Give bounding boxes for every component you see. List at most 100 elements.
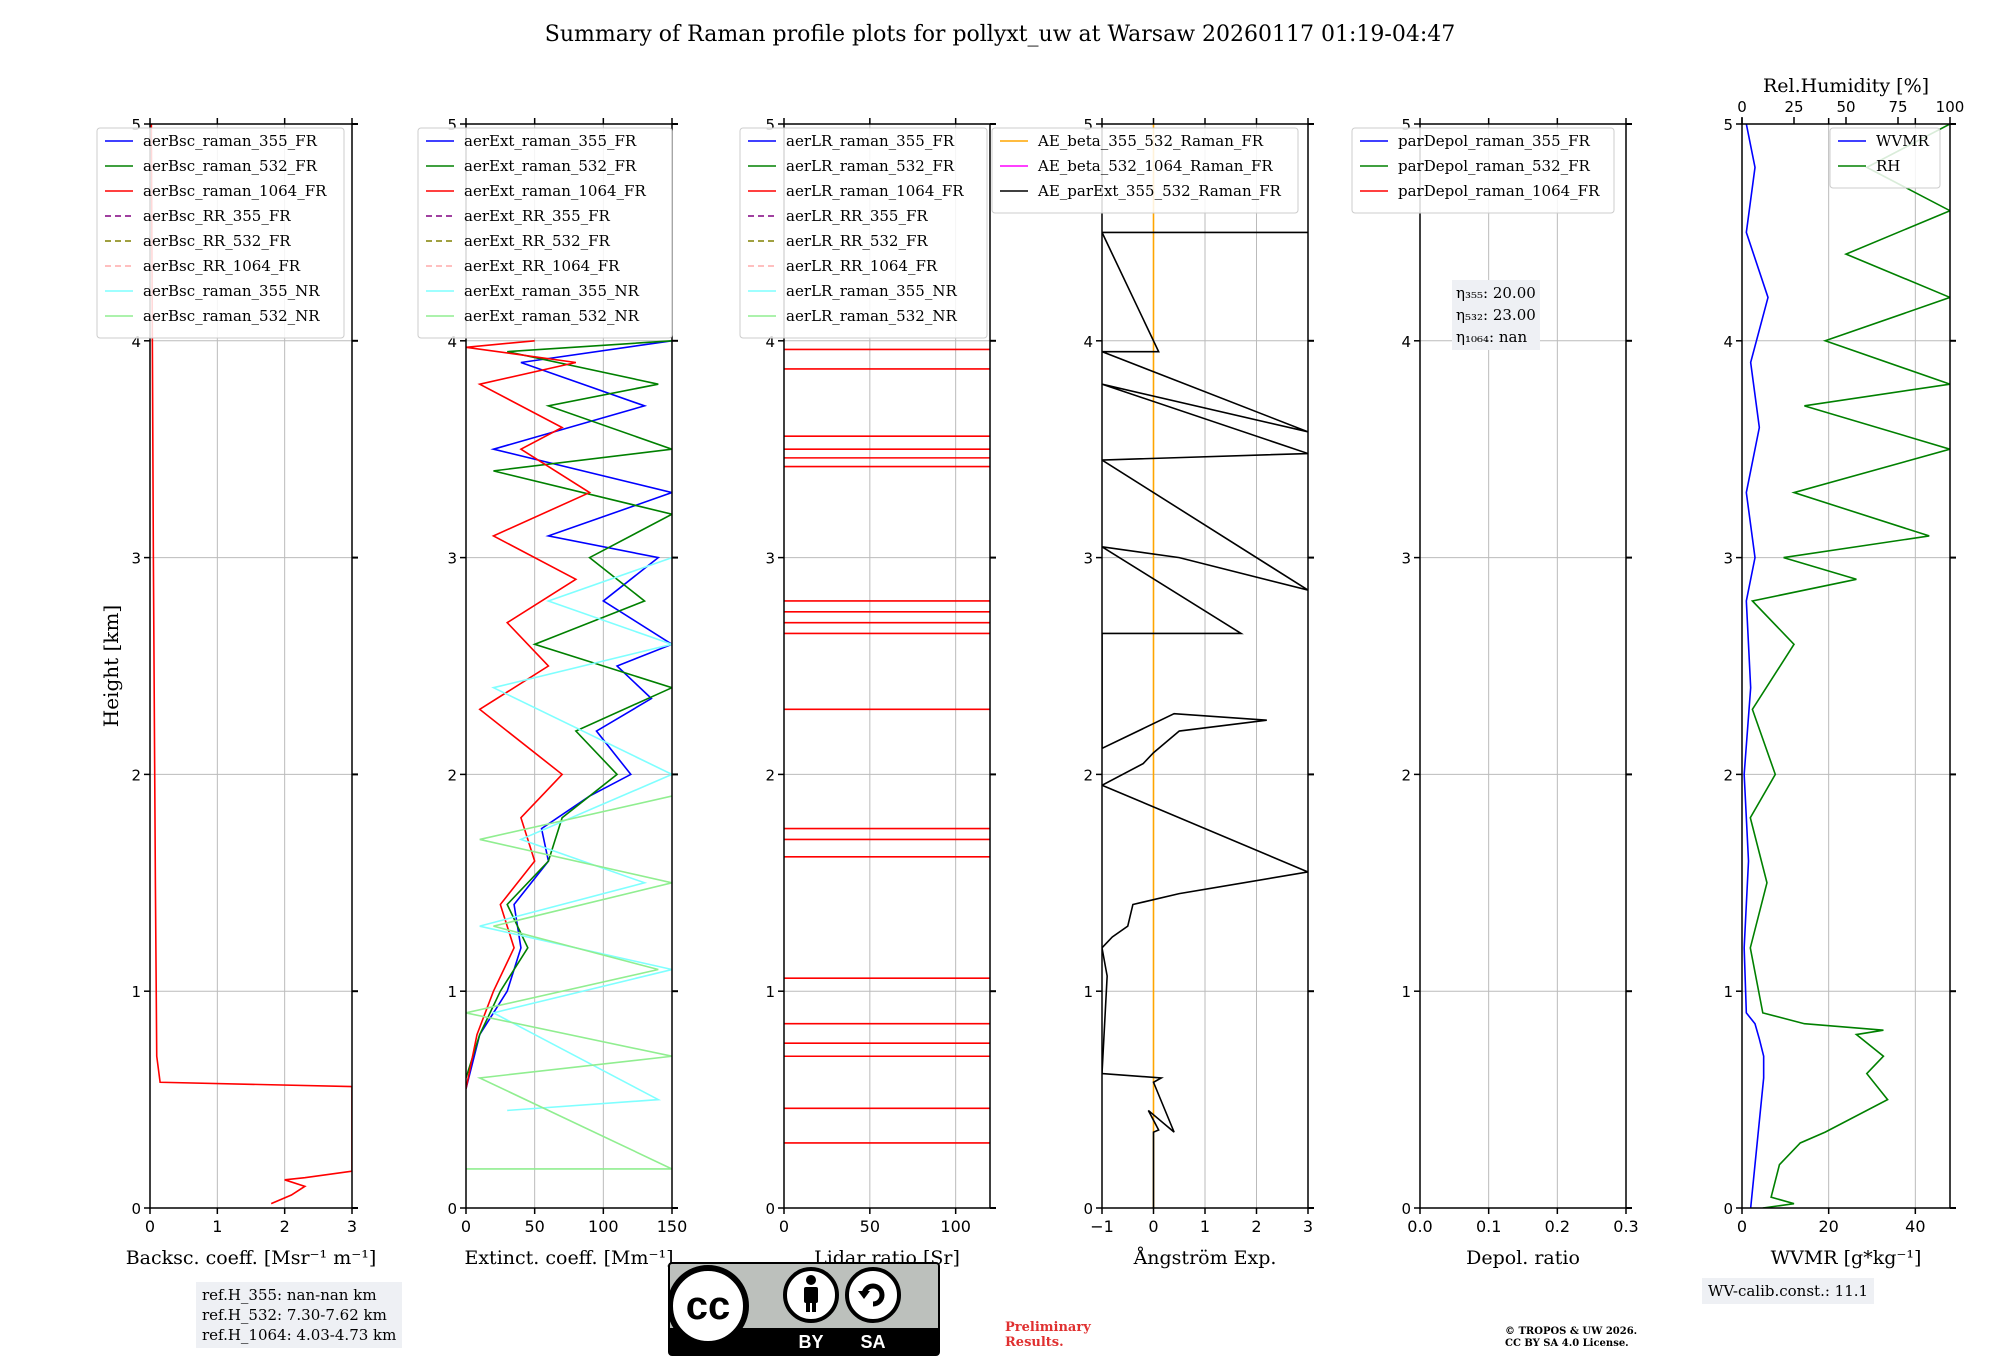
legend-label: AE_beta_355_532_Raman_FR (1037, 132, 1264, 150)
y-tick-label: 1 (1401, 983, 1411, 1001)
x-tick-label: 20 (1818, 1217, 1838, 1236)
y-tick-label: 1 (447, 983, 457, 1001)
y-tick-label: 0 (1401, 1200, 1411, 1218)
x-tick-label: −1 (1090, 1217, 1114, 1236)
legend-label: aerLR_raman_1064_FR (786, 182, 964, 200)
series-line-aerExt_raman_355_NR (479, 556, 672, 1112)
series-group (784, 348, 990, 1144)
legend-box (1351, 127, 1615, 214)
y-tick-label: 4 (447, 333, 457, 351)
x2-tick-label: 75 (1888, 98, 1907, 116)
legend-box (739, 127, 988, 339)
legend-label: aerLR_RR_532_FR (786, 232, 928, 250)
series-line-aerExt_raman_532_NR (466, 795, 672, 1170)
series-group (150, 124, 352, 1205)
series-group (1102, 124, 1308, 1208)
legend-label: aerLR_RR_355_FR (786, 207, 928, 225)
axes-frame (1741, 123, 1951, 1209)
y-tick-label: 5 (131, 116, 141, 134)
eta-355: η₃₅₅: 20.00 (1456, 284, 1536, 302)
y-tick-label: 1 (131, 983, 141, 1001)
x-tick-label: 0.3 (1613, 1217, 1638, 1236)
x-tick-label: 0.2 (1545, 1217, 1570, 1236)
x-tick-label: 40 (1905, 1217, 1925, 1236)
x-tick-label: 1 (1200, 1217, 1210, 1236)
legend-label: WVMR (1876, 132, 1930, 150)
legend: AE_beta_355_532_Raman_FR AE_beta_532_1064… (991, 127, 1299, 214)
legend-label: aerExt_RR_532_FR (464, 232, 611, 250)
y-tick-label: 0 (1723, 1200, 1733, 1218)
y-tick-label: 2 (765, 766, 775, 784)
panel-2: 0 50 100 150 0 1 2 3 4 5 Extinct. coeff. [Mm⁻¹] aer… (417, 116, 688, 1269)
legend-label: aerExt_raman_1064_FR (464, 182, 646, 200)
y-tick-label: 3 (131, 550, 141, 568)
legend: aerLR_raman_355_FR aerLR_raman_532_FR aerL… (739, 127, 988, 339)
y-tick-label: 1 (1723, 983, 1733, 1001)
y-tick-label: 3 (1401, 550, 1411, 568)
x2-axis-label: Rel.Humidity [%] (1763, 75, 1929, 97)
y-tick-label: 0 (447, 1200, 457, 1218)
axes-frame (1419, 123, 1627, 1209)
eta-1064: η₁₀₆₄: nan (1456, 328, 1528, 346)
series-line-RH (1749, 124, 1950, 1208)
ref-h-532: ref.H_532: 7.30-7.62 km (202, 1306, 387, 1324)
legend-label: aerBsc_raman_355_NR (143, 282, 320, 300)
series-group (466, 340, 672, 1170)
x-tick-label: 0 (1737, 1217, 1747, 1236)
legend: parDepol_raman_355_FR parDepol_raman_532_… (1351, 127, 1615, 214)
y-tick-label: 5 (765, 116, 775, 134)
y-tick-label: 2 (1723, 766, 1733, 784)
legend-label: aerLR_raman_355_FR (786, 132, 955, 150)
eta-annotation-box: η₃₅₅: 20.00 η₅₃₂: 23.00 η₁₀₆₄: nan (1452, 280, 1540, 350)
ref-h-1064: ref.H_1064: 4.03-4.73 km (202, 1326, 397, 1344)
legend-label: parDepol_raman_1064_FR (1398, 182, 1600, 200)
x-tick-label: 0.0 (1407, 1217, 1432, 1236)
y-tick-label: 2 (1401, 766, 1411, 784)
series-group (1743, 124, 1950, 1208)
y-tick-label: 4 (131, 333, 141, 351)
y-tick-label: 0 (1083, 1200, 1093, 1218)
cc-license-badge: cc BY SA (667, 1262, 940, 1356)
x2-tick-label: 100 (1936, 98, 1965, 116)
y-tick-label: 4 (1723, 333, 1733, 351)
series-line-WVMR (1743, 124, 1769, 1208)
attribution-person-icon (783, 1267, 839, 1323)
legend: aerExt_raman_355_FR aerExt_raman_532_FRae… (417, 127, 673, 339)
y-tick-label: 1 (1083, 983, 1093, 1001)
y-tick-label: 0 (765, 1200, 775, 1218)
legend-label: parDepol_raman_355_FR (1398, 132, 1591, 150)
legend-label: AE_parExt_355_532_Raman_FR (1037, 182, 1282, 200)
legend-label: RH (1876, 157, 1900, 175)
series-line-aerExt_raman_532_FR (466, 340, 672, 1079)
legend-box (1829, 127, 1941, 189)
x-tick-label: 0 (145, 1217, 155, 1236)
reference-height-box: ref.H_355: nan-nan km ref.H_532: 7.30-7.… (196, 1282, 403, 1348)
x-tick-label: 3 (347, 1217, 357, 1236)
y-tick-label: 3 (765, 550, 775, 568)
axes-frame (465, 123, 673, 1209)
y-tick-label: 5 (447, 116, 457, 134)
wv-calib-const: WV-calib.const.: 11.1 (1708, 1282, 1869, 1300)
legend-box (991, 127, 1299, 214)
x-tick-label: 150 (657, 1217, 688, 1236)
series-line-AE_parExt_355_532_Raman_FR (1102, 231, 1308, 1208)
axes-frame (149, 123, 353, 1209)
legend-label: aerExt_RR_355_FR (464, 207, 611, 225)
legend-label: aerExt_raman_532_NR (464, 307, 640, 325)
x-tick-label: 50 (860, 1217, 880, 1236)
legend-label: aerExt_raman_532_FR (464, 157, 637, 175)
cc-sa-label: SA (860, 1332, 885, 1352)
series-line-aerBsc_raman_1064_FR (150, 124, 352, 1205)
legend-label: aerExt_raman_355_NR (464, 282, 640, 300)
y-axis-label: Height [km] (99, 605, 123, 727)
x2-tick-label: 25 (1784, 98, 1803, 116)
x-tick-label: 50 (524, 1217, 544, 1236)
x-axis-label: Backsc. coeff. [Msr⁻¹ m⁻¹] (126, 1247, 377, 1269)
x-tick-label: 100 (940, 1217, 971, 1236)
y-tick-label: 0 (131, 1200, 141, 1218)
cc-by-label: BY (798, 1332, 823, 1352)
copyright-line: © TROPOS & UW 2026. (1505, 1326, 1638, 1337)
series-line-aerExt_raman_1064_FR (466, 340, 592, 1089)
